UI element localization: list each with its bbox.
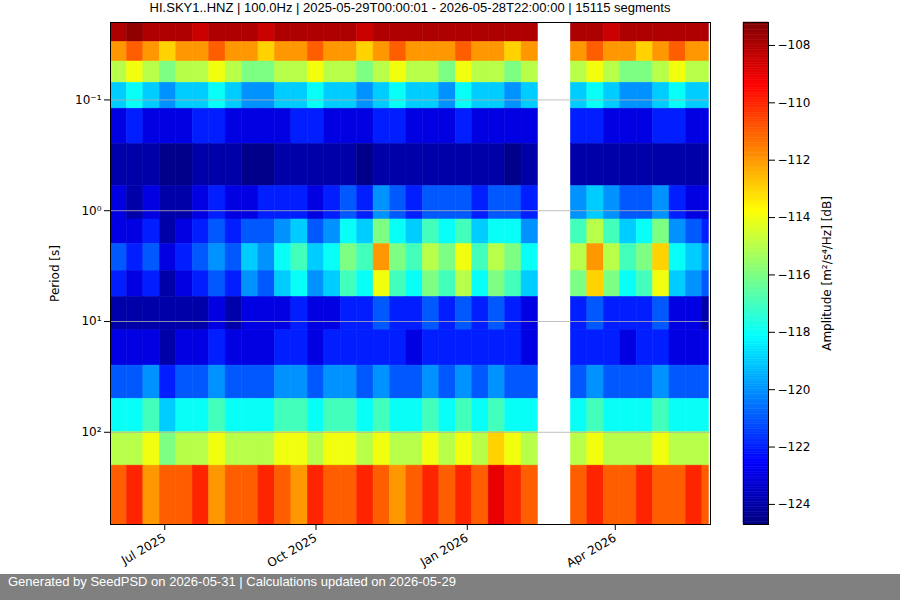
html-text:HI.SKY1..HNZ | 100.0Hz | 2025-: HI.SKY1..HNZ | 100.0Hz | 2025-05-29T00:0…: [149, 0, 671, 15]
svg-text:Jan 2026: Jan 2026: [417, 531, 471, 570]
svg-text:−110: −110: [778, 96, 811, 110]
svg-text:−116: −116: [778, 268, 811, 282]
svg-text:Oct 2025: Oct 2025: [265, 531, 320, 571]
svg-text:Jul 2025: Jul 2025: [118, 531, 168, 568]
svg-text:10²: 10²: [81, 425, 101, 439]
svg-text:10¹: 10¹: [81, 314, 101, 328]
svg-text:−112: −112: [778, 153, 811, 167]
svg-text:10⁻¹: 10⁻¹: [75, 93, 102, 107]
svg-text:−122: −122: [778, 440, 811, 454]
svg-text:Period [s]: Period [s]: [48, 245, 62, 302]
svg-text:10⁰: 10⁰: [81, 204, 101, 218]
svg-text:−124: −124: [778, 497, 811, 511]
html-text:Generated by SeedPSD on 2026-0: Generated by SeedPSD on 2026-05-31 | Cal…: [8, 574, 456, 589]
svg-text:−120: −120: [778, 383, 811, 397]
svg-text:−108: −108: [778, 38, 811, 52]
svg-text:Apr 2026: Apr 2026: [564, 531, 619, 571]
svg-text:−114: −114: [778, 210, 811, 224]
svg-text:−118: −118: [778, 325, 811, 339]
svg-text:Amplitude [m²/s⁴/Hz] [dB]: Amplitude [m²/s⁴/Hz] [dB]: [820, 196, 834, 351]
